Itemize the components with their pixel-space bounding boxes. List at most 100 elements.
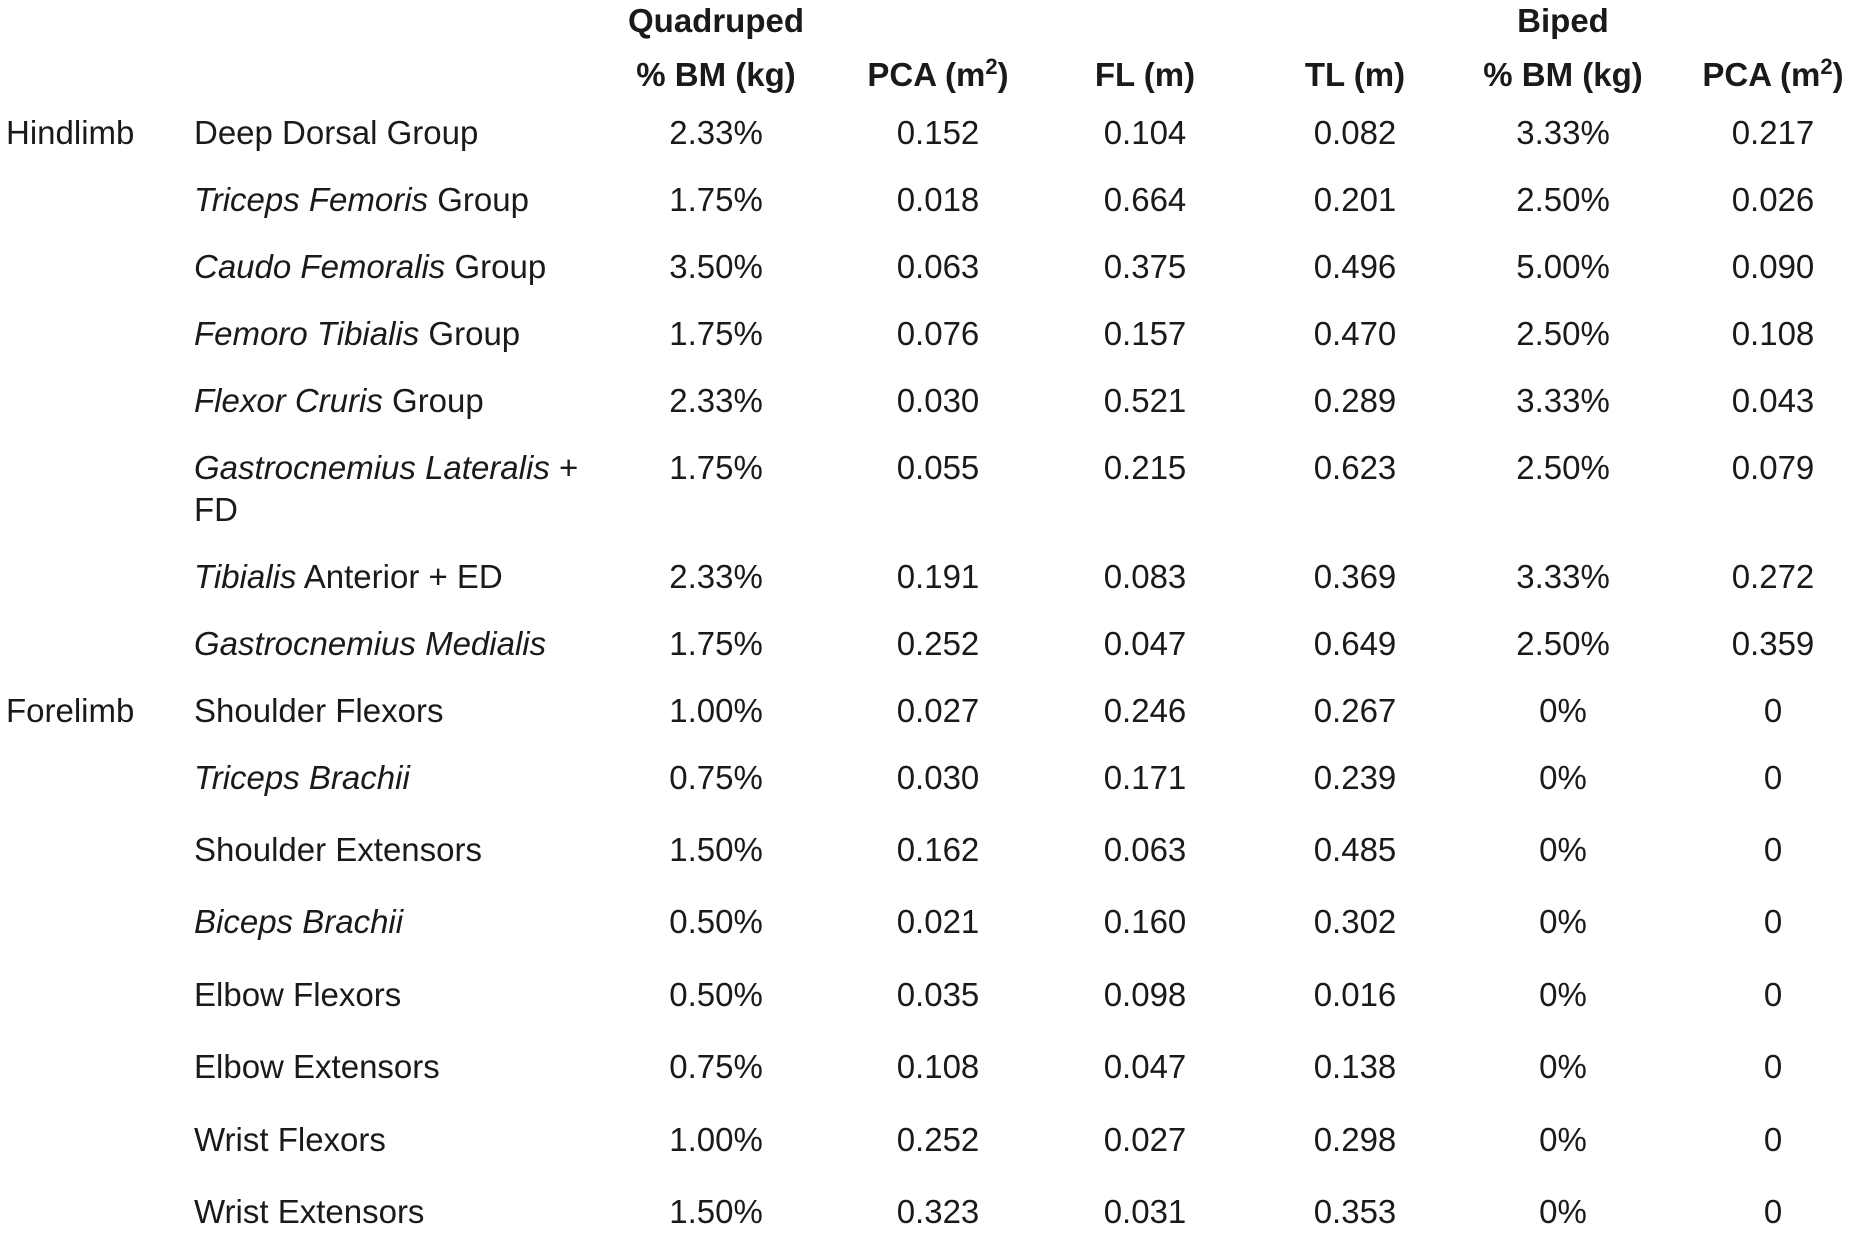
table-cell: 0.108	[896, 1048, 980, 1085]
table-cell: 0.035	[896, 976, 980, 1013]
muscle-name-part: Group	[419, 315, 521, 352]
muscle-name-part: + FD	[194, 449, 579, 528]
muscle-name-part: Gastrocnemius Lateralis	[194, 449, 550, 486]
table-cell: 0.138	[1313, 1048, 1397, 1085]
table-cell: 0%	[1539, 903, 1587, 940]
table-cell: 0.047	[1103, 625, 1187, 662]
muscle-group-label: Tibialis Anterior + ED	[194, 556, 503, 598]
table-cell: 2.50%	[1516, 625, 1610, 662]
muscle-group-label: Flexor Cruris Group	[194, 380, 484, 422]
table-cell: 0.239	[1313, 759, 1397, 796]
muscle-group-label: Deep Dorsal Group	[194, 112, 478, 154]
table-cell: 0.75%	[669, 1048, 763, 1085]
table-cell: 1.00%	[669, 1121, 763, 1158]
table-cell: 0%	[1539, 1121, 1587, 1158]
table-cell: 0.649	[1313, 625, 1397, 662]
column-header-text: PCA (m	[867, 56, 986, 93]
muscle-name-part: Shoulder Extensors	[194, 831, 482, 868]
column-header-text: % BM (kg)	[1483, 56, 1643, 93]
muscle-name-part: Triceps Brachii	[194, 759, 410, 796]
muscle-group-label: Shoulder Extensors	[194, 829, 482, 871]
table-cell: 5.00%	[1516, 248, 1610, 285]
muscle-name-part: Shoulder Flexors	[194, 692, 444, 729]
muscle-name-part: Tibialis	[194, 558, 297, 595]
muscle-name-part: Elbow Extensors	[194, 1048, 440, 1085]
table-cell: 0.272	[1731, 558, 1815, 595]
table-cell: 0%	[1539, 1048, 1587, 1085]
table-cell: 1.50%	[669, 1193, 763, 1230]
table-cell: 0.152	[896, 114, 980, 151]
table-cell: 0	[1763, 831, 1783, 868]
column-header-superscript: 2	[1820, 54, 1833, 79]
column-header-4: % BM (kg)	[1483, 54, 1643, 96]
table-cell: 0.108	[1731, 315, 1815, 352]
muscle-name-part: Gastrocnemius Medialis	[194, 625, 547, 662]
muscle-group-label: Wrist Extensors	[194, 1191, 424, 1233]
muscle-group-label: Femoro Tibialis Group	[194, 313, 520, 355]
table-cell: 0.098	[1103, 976, 1187, 1013]
table-cell: 0.289	[1313, 382, 1397, 419]
column-header-3: TL (m)	[1305, 54, 1405, 96]
muscle-name-part: Femoro Tibialis	[194, 315, 420, 352]
column-header-text: PCA (m	[1702, 56, 1821, 93]
table-cell: 0.055	[896, 449, 980, 486]
table-cell: 1.75%	[669, 625, 763, 662]
table-cell: 2.50%	[1516, 315, 1610, 352]
table-cell: 1.75%	[669, 449, 763, 486]
table-cell: 0.353	[1313, 1193, 1397, 1230]
table-cell: 0.018	[896, 181, 980, 218]
table-cell: 0	[1763, 976, 1783, 1013]
table-cell: 0	[1763, 1193, 1783, 1230]
muscle-name-part: Deep Dorsal Group	[194, 114, 479, 151]
muscle-name-part: Wrist Extensors	[194, 1193, 425, 1230]
table-cell: 0.043	[1731, 382, 1815, 419]
muscle-name-part: Group	[382, 382, 484, 419]
table-cell: 0%	[1539, 976, 1587, 1013]
table-cell: 0.030	[896, 759, 980, 796]
muscle-name-part: Group	[445, 248, 547, 285]
table-cell: 0.016	[1313, 976, 1397, 1013]
muscle-group-label: Caudo Femoralis Group	[194, 246, 546, 288]
table-cell: 0.267	[1313, 692, 1397, 729]
table-cell: 1.00%	[669, 692, 763, 729]
muscle-group-label: Shoulder Flexors	[194, 690, 443, 732]
region-label: Forelimb	[6, 692, 135, 729]
table-cell: 0.082	[1313, 114, 1397, 151]
muscle-group-label: Triceps Femoris Group	[194, 179, 529, 221]
table-cell: 2.33%	[669, 382, 763, 419]
group-title-1: Biped	[1517, 2, 1609, 39]
column-header-text: TL (m)	[1304, 56, 1406, 93]
muscle-name-part: Caudo Femoralis	[194, 248, 446, 285]
table-cell: 0.359	[1731, 625, 1815, 662]
column-header-0: % BM (kg)	[636, 54, 796, 96]
table-cell: 0.104	[1103, 114, 1187, 151]
table-cell: 0.215	[1103, 449, 1187, 486]
table-cell: 0.160	[1103, 903, 1187, 940]
column-header-1: PCA (m2)	[867, 54, 1008, 96]
muscle-name-part: Biceps Brachii	[194, 903, 404, 940]
table-cell: 2.50%	[1516, 449, 1610, 486]
column-header-superscript: 2	[985, 54, 998, 79]
table-cell: 2.33%	[669, 558, 763, 595]
table-cell: 0%	[1539, 759, 1587, 796]
group-title-0: Quadruped	[627, 2, 805, 39]
table-cell: 0%	[1539, 692, 1587, 729]
table-cell: 0.298	[1313, 1121, 1397, 1158]
table-cell: 3.50%	[669, 248, 763, 285]
table-cell: 0.217	[1731, 114, 1815, 151]
table-cell: 0	[1763, 1121, 1783, 1158]
muscle-name-part: Elbow Flexors	[194, 976, 402, 1013]
column-header-text: % BM (kg)	[636, 56, 796, 93]
column-header-close: )	[997, 56, 1009, 93]
muscle-name-part: Flexor Cruris	[194, 382, 383, 419]
table-cell: 0.75%	[669, 759, 763, 796]
column-header-2: FL (m)	[1095, 54, 1195, 96]
muscle-group-label: Triceps Brachii	[194, 757, 410, 799]
table-cell: 0.50%	[669, 903, 763, 940]
table-cell: 3.33%	[1516, 114, 1610, 151]
table-cell: 0.026	[1731, 181, 1815, 218]
muscle-group-label: Gastrocnemius Medialis	[194, 623, 546, 665]
muscle-group-label: Elbow Extensors	[194, 1046, 440, 1088]
muscle-group-label: Wrist Flexors	[194, 1119, 386, 1161]
column-header-text: FL (m)	[1094, 56, 1196, 93]
